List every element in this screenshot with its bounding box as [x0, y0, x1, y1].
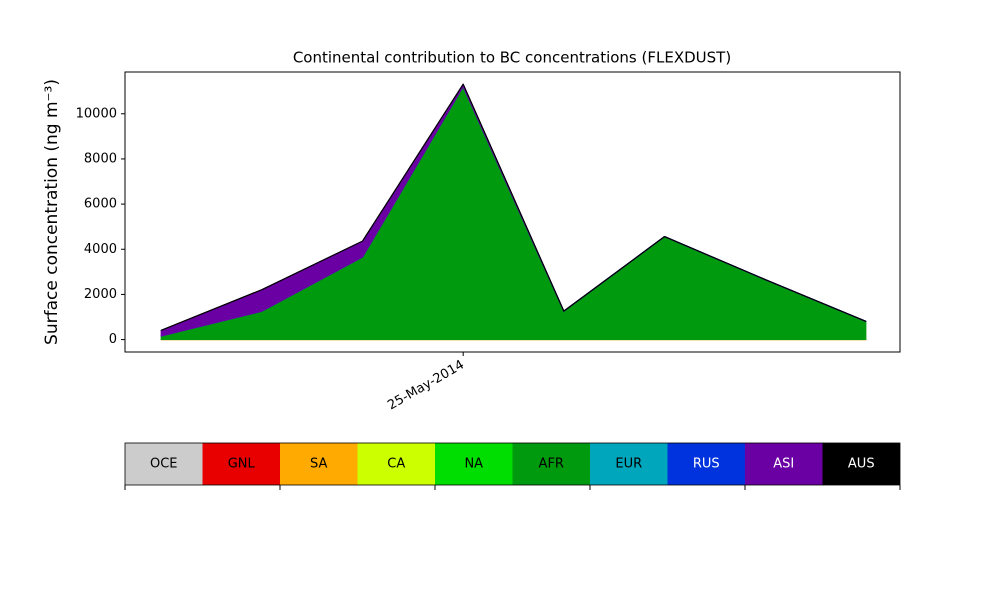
y-axis-label: Surface concentration (ng m⁻³) [42, 79, 62, 345]
legend-swatch [590, 443, 668, 485]
legend-label: EUR [615, 457, 642, 472]
legend-label: AFR [539, 457, 564, 472]
colorbar-ticks [124, 485, 901, 490]
y-tick-label: 6000 [84, 197, 117, 212]
legend-label: RUS [693, 457, 720, 472]
legend-label: ASI [773, 457, 794, 472]
legend-swatch [667, 443, 745, 485]
x-tick-label: 25-May-2014 [385, 358, 467, 414]
legend-label: CA [387, 457, 405, 472]
legend-label: SA [310, 457, 327, 472]
legend-swatch [745, 443, 823, 485]
legend-label: NA [464, 457, 483, 472]
chart-title: Continental contribution to BC concentra… [293, 49, 731, 67]
legend-swatch [280, 443, 358, 485]
legend-swatch [125, 443, 203, 485]
y-tick-label: 10000 [76, 106, 117, 121]
legend-swatch [202, 443, 280, 485]
y-tick-label: 0 [109, 332, 117, 347]
legend-label: GNL [228, 457, 256, 472]
plot-frame [124, 71, 901, 353]
y-tick-label: 2000 [84, 287, 117, 302]
y-tick-label: 8000 [84, 151, 117, 166]
legend-swatch [822, 443, 900, 485]
area [160, 83, 867, 331]
legend-swatch [435, 443, 513, 485]
legend-label: OCE [150, 457, 178, 472]
legend-label: AUS [848, 457, 875, 472]
legend-swatch [357, 443, 435, 485]
legend-frame [124, 442, 901, 486]
legend-swatch [512, 443, 590, 485]
y-tick-label: 4000 [84, 242, 117, 257]
